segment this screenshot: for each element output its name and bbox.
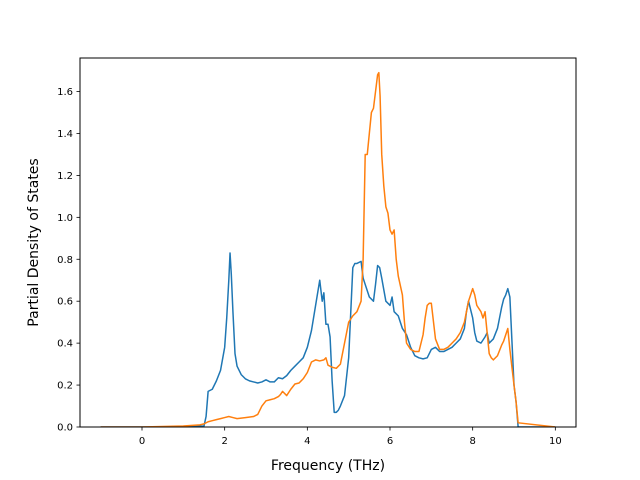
y-tick-label: 0.8 [57,255,73,266]
y-tick-label: 1.0 [57,213,73,224]
x-tick-label: 4 [304,436,310,447]
x-tick-label: 10 [549,436,562,447]
x-tick-label: 8 [469,436,475,447]
x-axis-label: Frequency (THz) [271,458,385,474]
y-tick-label: 1.4 [57,129,73,140]
y-tick-label: 0.2 [57,381,73,392]
y-tick-label: 0.4 [57,339,73,350]
series-line-1 [100,252,556,427]
plot-frame [79,57,577,428]
y-tick-label: 1.6 [57,87,73,98]
x-tick-label: 2 [221,436,227,447]
y-tick-label: 0.0 [57,423,73,434]
x-axis-ticks: 0 2 4 6 8 10 [139,427,562,447]
series-line-2 [100,71,556,427]
y-axis-ticks: 0.0 0.2 0.4 0.6 0.8 1.0 1.2 1.4 1.6 [57,87,80,434]
y-tick-label: 0.6 [57,297,73,308]
series-layer [100,71,556,427]
x-tick-label: 0 [139,436,145,447]
y-axis-label: Partial Density of States [26,158,42,326]
y-tick-label: 1.2 [57,171,73,182]
x-tick-label: 6 [387,436,393,447]
